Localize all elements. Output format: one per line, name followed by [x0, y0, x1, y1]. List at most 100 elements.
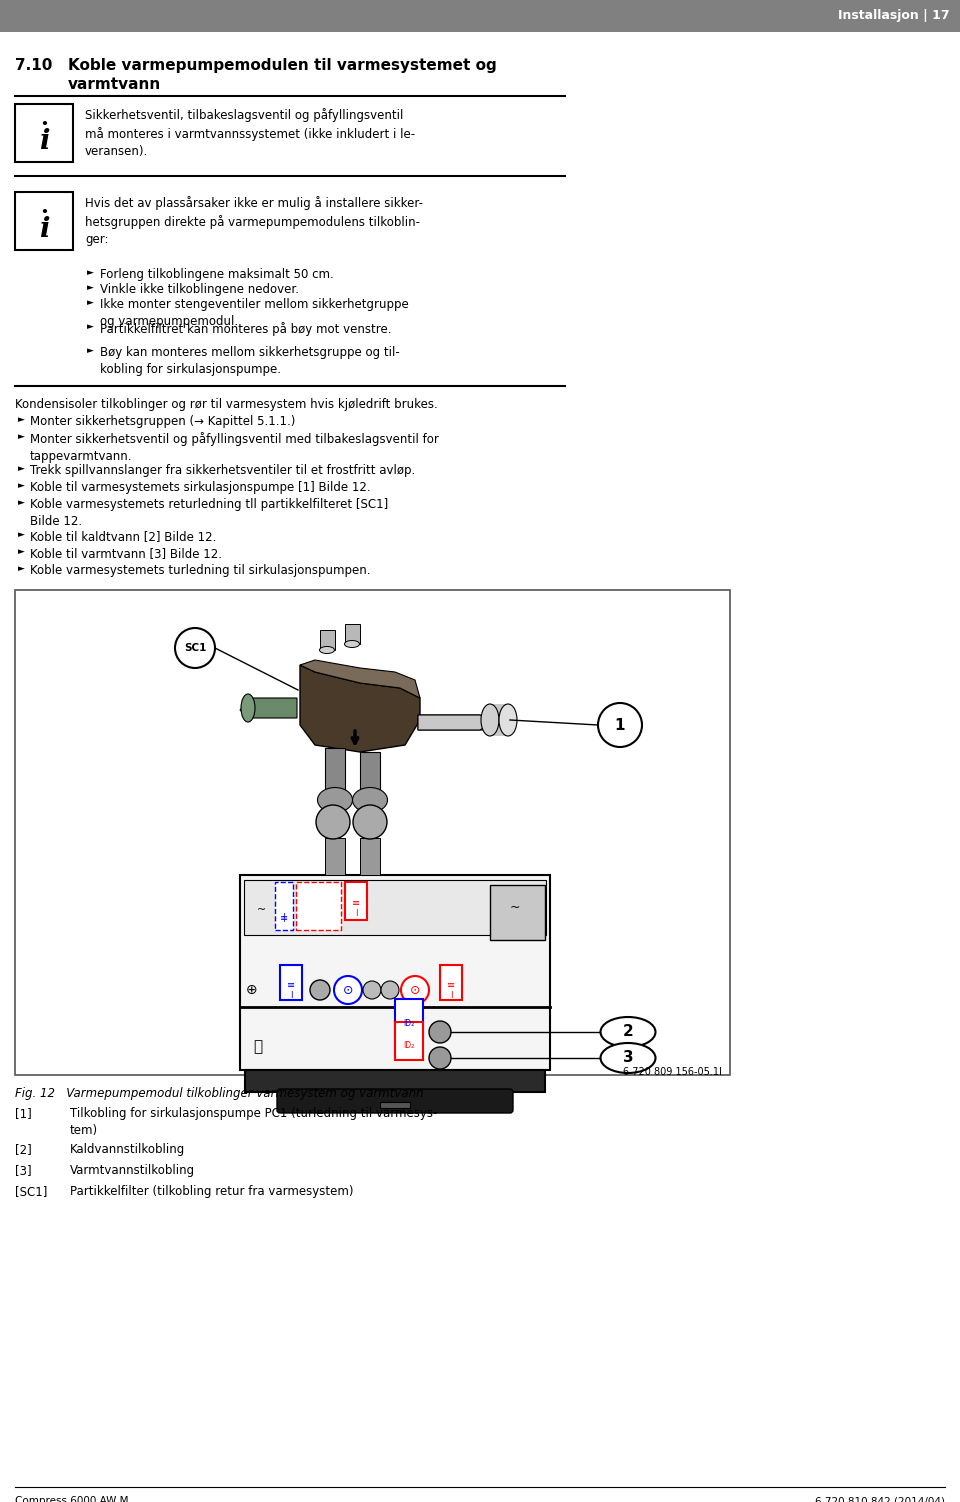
Text: *: * [299, 904, 305, 916]
Text: ≡: ≡ [447, 979, 455, 990]
Ellipse shape [499, 704, 517, 736]
Text: SC1: SC1 [183, 643, 206, 653]
Bar [245, 1069, 545, 1092]
Polygon shape [360, 753, 380, 801]
Polygon shape [360, 838, 380, 876]
Text: I: I [449, 990, 452, 999]
Text: Trekk spillvannslanger fra sikkerhetsventiler til et frostfritt avløp.: Trekk spillvannslanger fra sikkerhetsven… [30, 464, 416, 478]
Text: 2: 2 [623, 1024, 634, 1039]
Text: [SC1]: [SC1] [15, 1185, 47, 1199]
Text: 7.10: 7.10 [15, 59, 53, 74]
Text: I: I [355, 909, 357, 918]
Text: ≡: ≡ [280, 913, 288, 924]
Text: ID₂: ID₂ [403, 1018, 415, 1027]
Text: ►: ► [87, 267, 94, 276]
Text: Kondensisoler tilkoblinger og rør til varmesystem hvis kjøledrift brukes.: Kondensisoler tilkoblinger og rør til va… [15, 398, 438, 412]
Polygon shape [418, 715, 490, 730]
Text: ≡: ≡ [352, 898, 360, 909]
Text: Koble varmepumpemodulen til varmesystemet og: Koble varmepumpemodulen til varmesysteme… [68, 59, 496, 74]
Text: *: * [317, 904, 324, 916]
Text: ►: ► [18, 433, 25, 442]
Text: varmtvann: varmtvann [68, 77, 161, 92]
Circle shape [316, 805, 350, 840]
Text: Varmtvannstilkobling: Varmtvannstilkobling [70, 1164, 195, 1178]
Bar [275, 882, 293, 930]
Circle shape [598, 703, 642, 746]
Polygon shape [300, 659, 420, 698]
Text: i: i [38, 216, 49, 243]
Text: Installasjon | 17: Installasjon | 17 [838, 9, 950, 23]
Text: i: i [38, 128, 49, 155]
Text: Kaldvannstilkobling: Kaldvannstilkobling [70, 1143, 185, 1157]
Text: ►: ► [18, 481, 25, 490]
Text: ►: ► [18, 547, 25, 556]
Text: Forleng tilkoblingene maksimalt 50 cm.: Forleng tilkoblingene maksimalt 50 cm. [100, 267, 334, 281]
Bar [240, 876, 550, 1069]
Circle shape [429, 1021, 451, 1042]
Text: ⊙: ⊙ [410, 984, 420, 996]
Ellipse shape [241, 694, 255, 722]
Text: Fig. 12   Varmepumpemodul tilkoblinger varmesystem og varmtvann: Fig. 12 Varmepumpemodul tilkoblinger var… [15, 1087, 423, 1099]
Bar [395, 999, 423, 1036]
Text: ►: ► [18, 464, 25, 473]
Text: Koble varmesystemets turledning til sirkulasjonspumpen.: Koble varmesystemets turledning til sirk… [30, 563, 371, 577]
Bar [0, 0, 960, 32]
Circle shape [334, 976, 362, 1003]
Circle shape [353, 805, 387, 840]
Polygon shape [418, 715, 490, 730]
Bar [320, 629, 335, 650]
Text: [2]: [2] [15, 1143, 32, 1157]
Text: ►: ► [18, 415, 25, 424]
Text: ~: ~ [257, 906, 267, 915]
Text: ~: ~ [510, 901, 520, 913]
Text: ►: ► [87, 345, 94, 354]
Polygon shape [325, 748, 345, 801]
Text: ≡: ≡ [287, 979, 295, 990]
Text: ►: ► [87, 297, 94, 306]
Text: [3]: [3] [15, 1164, 32, 1178]
Text: |: | [282, 913, 285, 922]
Bar [490, 704, 508, 736]
Circle shape [381, 981, 399, 999]
FancyBboxPatch shape [277, 1089, 513, 1113]
Polygon shape [325, 838, 345, 876]
Text: Koble til varmtvann [3] Bilde 12.: Koble til varmtvann [3] Bilde 12. [30, 547, 222, 560]
Bar [244, 880, 546, 936]
Text: Ikke monter stengeventiler mellom sikkerhetgruppe
og varmepumpemodul.: Ikke monter stengeventiler mellom sikker… [100, 297, 409, 327]
Circle shape [363, 981, 381, 999]
Text: ►: ► [87, 282, 94, 291]
Text: ⊕: ⊕ [246, 982, 258, 997]
Bar [380, 1102, 410, 1108]
Text: •: • [40, 206, 48, 219]
Text: ►: ► [87, 321, 94, 330]
Ellipse shape [481, 704, 499, 736]
Polygon shape [240, 698, 297, 718]
Text: I: I [290, 990, 292, 999]
Bar [15, 590, 730, 1075]
Circle shape [310, 979, 330, 1000]
Ellipse shape [345, 640, 359, 647]
Bar [15, 192, 73, 249]
Text: ⊙: ⊙ [343, 984, 353, 996]
Text: Tilkobling for sirkulasjonspumpe PC1 (turledning til varmesys-
tem): Tilkobling for sirkulasjonspumpe PC1 (tu… [70, 1107, 438, 1137]
Ellipse shape [318, 787, 352, 813]
Text: 6 720 810 842 (2014/04): 6 720 810 842 (2014/04) [815, 1496, 945, 1502]
Text: Bøy kan monteres mellom sikkerhetsgruppe og til-
kobling for sirkulasjonspumpe.: Bøy kan monteres mellom sikkerhetsgruppe… [100, 345, 399, 376]
Polygon shape [300, 665, 420, 753]
Text: Compress 6000 AW M: Compress 6000 AW M [15, 1496, 129, 1502]
Bar [490, 885, 545, 940]
Bar [395, 1021, 423, 1060]
Circle shape [401, 976, 429, 1003]
Text: Partikkelfilter (tilkobling retur fra varmesystem): Partikkelfilter (tilkobling retur fra va… [70, 1185, 353, 1199]
Text: ►: ► [18, 499, 25, 508]
Text: Koble til kaldtvann [2] Bilde 12.: Koble til kaldtvann [2] Bilde 12. [30, 530, 216, 544]
Text: Koble til varmesystemets sirkulasjonspumpe [1] Bilde 12.: Koble til varmesystemets sirkulasjonspum… [30, 481, 371, 494]
Circle shape [175, 628, 215, 668]
Ellipse shape [320, 646, 334, 653]
Text: 3: 3 [623, 1050, 634, 1065]
Text: •: • [40, 119, 48, 131]
Text: Partikkelfiltret kan monteres på bøy mot venstre.: Partikkelfiltret kan monteres på bøy mot… [100, 321, 392, 336]
Ellipse shape [601, 1042, 656, 1072]
Text: Vinkle ikke tilkoblingene nedover.: Vinkle ikke tilkoblingene nedover. [100, 282, 299, 296]
Text: Monter sikkerhetsventil og påfyllingsventil med tilbakeslagsventil for
tappevarm: Monter sikkerhetsventil og påfyllingsven… [30, 433, 439, 463]
